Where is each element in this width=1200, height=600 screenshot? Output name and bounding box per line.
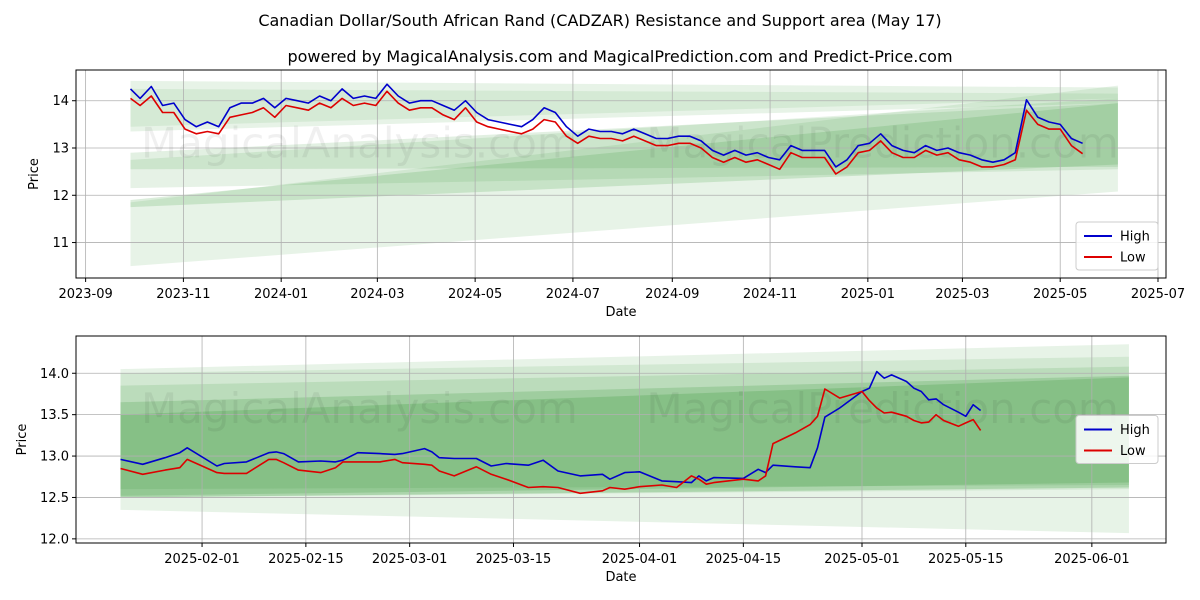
x-tick-label-7: 2024-11 [743, 287, 797, 302]
x-tick-label-5: 2025-04-15 [706, 552, 782, 567]
legend-label-low: Low [1120, 251, 1146, 266]
band-2 [120, 366, 1129, 490]
x-tick-label-8: 2025-06-01 [1054, 552, 1130, 567]
chart-subtitle: powered by MagicalAnalysis.com and Magic… [287, 47, 952, 66]
series-high-line [120, 370, 982, 484]
x-tick-label-7: 2025-05-15 [928, 552, 1004, 567]
x-tick-label-9: 2025-03 [935, 287, 989, 302]
chart-title: Canadian Dollar/South African Rand (CADZ… [258, 11, 941, 30]
x-axis-title: Date [605, 570, 636, 585]
x-tick-label-8: 2025-01 [841, 287, 895, 302]
plot-frame [75, 335, 1167, 544]
y-axis-title: Price [27, 158, 42, 190]
x-tick-label-4: 2024-05 [448, 287, 502, 302]
y-axis-title: Price [15, 424, 30, 456]
legend-label-high: High [1120, 230, 1150, 245]
x-tick-label-1: 2025-02-15 [268, 552, 344, 567]
x-tick-label-6: 2025-05-01 [824, 552, 900, 567]
series-lines [120, 370, 982, 495]
y-tick-label-3: 14 [52, 94, 69, 109]
legend: High Low [1075, 415, 1159, 464]
x-tick-label-4: 2025-04-01 [602, 552, 678, 567]
legend-label-low: Low [1120, 444, 1146, 459]
y-tick-label-0: 12.0 [40, 532, 69, 547]
y-tick-label-2: 13.0 [40, 450, 69, 465]
y-tick-label-4: 14.0 [40, 367, 69, 382]
y-tick-label-1: 12.5 [40, 491, 69, 506]
x-tick-label-10: 2025-05 [1033, 287, 1087, 302]
y-tick-label-1: 12 [52, 189, 69, 204]
legend: High Low [1075, 221, 1159, 271]
legend-label-high: High [1120, 423, 1150, 438]
y-tick-label-0: 11 [52, 236, 69, 251]
x-tick-label-2: 2025-03-01 [372, 552, 448, 567]
x-tick-label-3: 2025-03-15 [476, 552, 552, 567]
x-tick-label-5: 2024-07 [546, 287, 600, 302]
x-tick-label-0: 2023-09 [58, 287, 112, 302]
y-tick-label-2: 13 [52, 142, 69, 157]
top-panel: MagicalAnalysis.com MagicalPrediction.com… [27, 69, 1185, 320]
watermark-prediction: MagicalPrediction.com [646, 384, 1119, 433]
watermark-analysis: MagicalAnalysis.com [141, 118, 578, 167]
series-low-line [130, 90, 1084, 175]
series-low-line [120, 388, 982, 495]
bottom-panel: MagicalAnalysis.com MagicalPrediction.com… [15, 335, 1167, 585]
y-tick-label-3: 13.5 [40, 408, 69, 423]
series-lines [129, 83, 1084, 175]
grid [76, 70, 1166, 278]
watermark-analysis: MagicalAnalysis.com [141, 384, 578, 433]
x-axis-title: Date [605, 305, 636, 320]
series-high-line [129, 83, 1083, 168]
support-resistance-bands [130, 80, 1118, 267]
plot-frame [75, 69, 1167, 279]
x-tick-label-0: 2025-02-01 [164, 552, 240, 567]
support-resistance-bands [120, 344, 1129, 534]
x-tick-label-6: 2024-09 [645, 287, 699, 302]
band-0 [120, 344, 1129, 534]
x-tick-label-2: 2024-01 [254, 287, 308, 302]
band-3 [120, 375, 1129, 496]
x-tick-label-1: 2023-11 [156, 287, 210, 302]
grid [76, 336, 1166, 543]
x-tick-label-3: 2024-03 [350, 287, 404, 302]
x-tick-label-11: 2025-07 [1131, 287, 1185, 302]
